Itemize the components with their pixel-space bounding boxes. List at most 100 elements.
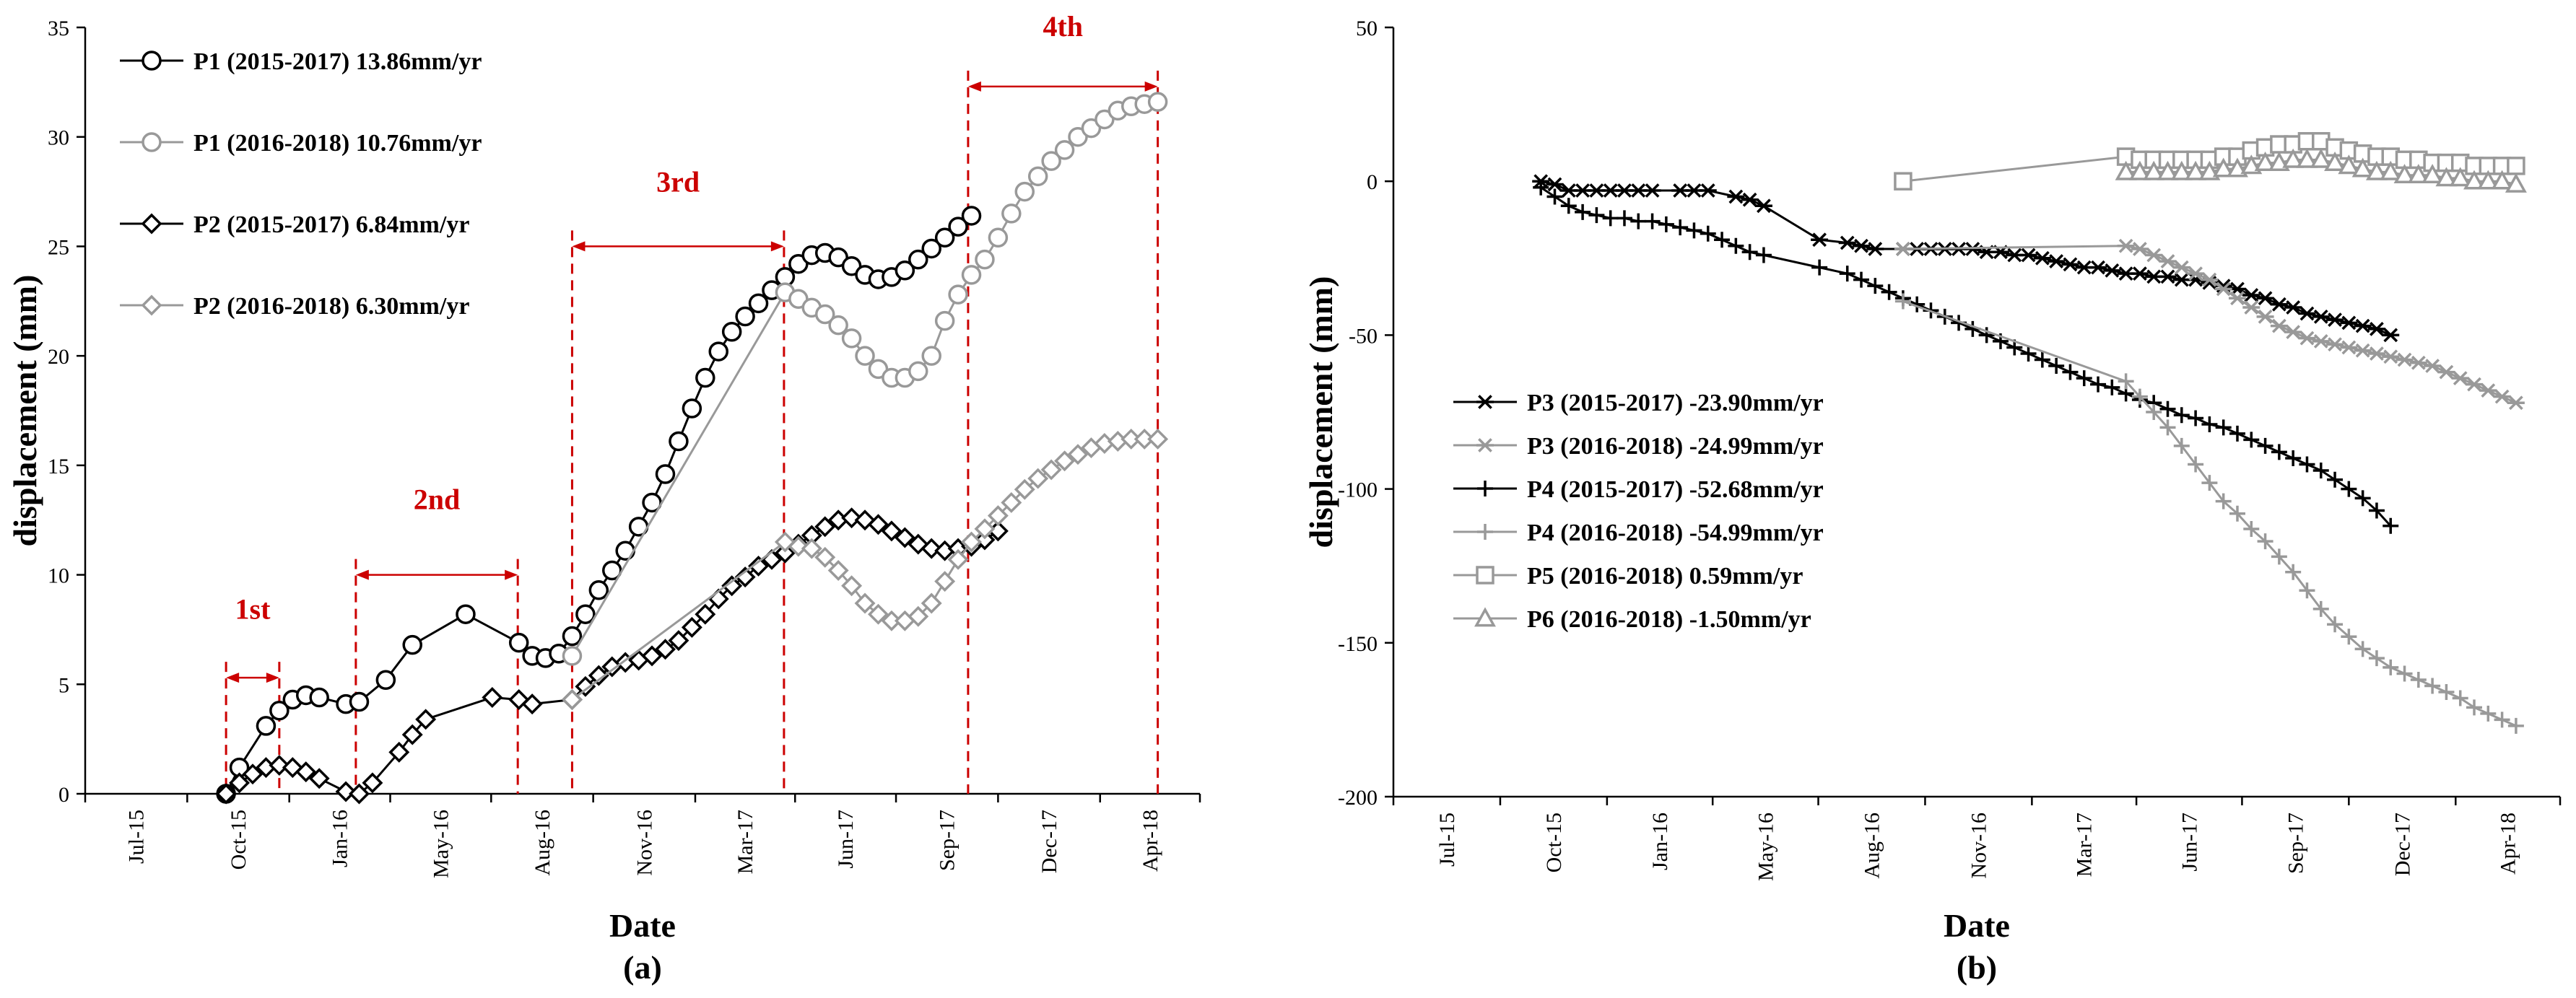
data-point: [934, 227, 955, 248]
data-point: [2367, 346, 2385, 361]
data-point: [575, 675, 596, 697]
x-tick-label: Sep-17: [2284, 813, 2307, 874]
data-point: [987, 505, 1009, 527]
legend-label: P2 (2016-2018) 6.30mm/yr: [193, 293, 469, 320]
data-point: [748, 293, 769, 314]
data-point: [229, 772, 251, 794]
data-point: [1853, 238, 1871, 253]
series-6: [2115, 148, 2527, 193]
data-point: [2201, 272, 2219, 287]
data-point: [375, 670, 396, 690]
data-point: [2170, 160, 2193, 180]
data-point: [1630, 213, 1647, 229]
data-point: [2437, 364, 2455, 380]
data-point: [2466, 377, 2484, 392]
data-point: [827, 560, 849, 581]
data-point: [2449, 167, 2471, 187]
data-point: [2351, 157, 2374, 178]
data-point: [2157, 160, 2179, 180]
data-point: [895, 261, 915, 281]
data-point: [814, 304, 835, 325]
data-point: [2396, 352, 2414, 367]
data-point: [841, 575, 863, 597]
data-point: [2421, 164, 2444, 184]
phase-arrow-head: [505, 569, 518, 580]
data-point: [1027, 468, 1049, 489]
data-point: [1866, 242, 1884, 256]
data-point: [2117, 238, 2135, 253]
data-point: [2145, 248, 2163, 263]
data-point: [1644, 213, 1661, 229]
data-point: [1755, 247, 1772, 263]
data-point: [681, 616, 702, 638]
data-point: [2090, 376, 2107, 393]
data-point: [908, 361, 928, 382]
data-point: [2479, 383, 2497, 398]
data-point: [2173, 407, 2190, 424]
legend-label: P3 (2016-2018) -24.99mm/yr: [1527, 433, 1824, 460]
series-3: [215, 507, 1009, 805]
data-point: [1014, 181, 1035, 202]
data-point: [655, 639, 676, 660]
data-point: [2312, 600, 2329, 617]
x-tick-label: Jun-17: [2177, 813, 2201, 872]
x-tick-label: Sep-17: [936, 810, 960, 871]
legend-marker: [1476, 566, 1494, 585]
data-point: [1560, 198, 1577, 214]
data-point: [921, 538, 942, 559]
data-point: [2326, 312, 2344, 327]
data-point: [908, 249, 928, 270]
data-point: [456, 604, 476, 624]
data-point: [2367, 321, 2385, 336]
phase-label: 3rd: [656, 166, 700, 198]
data-point: [1978, 327, 1995, 343]
data-point: [1001, 491, 1022, 513]
data-point: [2393, 164, 2416, 184]
data-point: [2452, 690, 2468, 706]
x-tick-label: Dec-17: [1037, 810, 1061, 873]
data-point: [2271, 444, 2287, 460]
data-point: [2285, 450, 2302, 466]
data-point: [2340, 315, 2358, 331]
data-point: [814, 546, 836, 568]
y-tick-label: 15: [48, 455, 69, 478]
data-point: [1699, 183, 1717, 198]
legend-label: P3 (2015-2017) -23.90mm/yr: [1527, 390, 1824, 416]
data-point: [2270, 318, 2288, 333]
data-point: [401, 724, 423, 745]
data-point: [2214, 281, 2232, 297]
data-point: [215, 783, 237, 805]
data-point: [2298, 331, 2316, 346]
data-point: [2034, 351, 2050, 368]
data-point: [774, 542, 796, 564]
data-point: [1728, 237, 1744, 254]
x-tick-label: Jul-15: [1435, 813, 1459, 867]
data-point: [615, 540, 635, 561]
data-point: [2340, 340, 2358, 355]
series-4: [561, 428, 1169, 711]
data-point: [682, 398, 702, 419]
data-point: [2338, 154, 2360, 175]
data-point: [2104, 379, 2120, 395]
data-point: [508, 632, 529, 653]
data-point: [269, 755, 290, 776]
legend-marker: [1476, 395, 1494, 409]
phase-arrow-head: [572, 241, 586, 252]
panel-label: (a): [623, 949, 662, 986]
data-point: [309, 687, 329, 708]
data-point: [269, 700, 290, 721]
data-point: [708, 341, 728, 362]
x-axis-title: Date: [609, 907, 676, 944]
data-point: [2048, 254, 2066, 268]
x-tick-label: Oct-15: [1542, 813, 1566, 872]
data-point: [934, 571, 956, 592]
data-point: [974, 529, 996, 551]
data-point: [1602, 210, 1619, 227]
series-line: [1540, 180, 2391, 336]
data-point: [2380, 160, 2402, 180]
data-point: [1754, 198, 1772, 214]
data-point: [521, 693, 543, 715]
data-point: [2327, 616, 2344, 633]
data-point: [2187, 266, 2205, 281]
